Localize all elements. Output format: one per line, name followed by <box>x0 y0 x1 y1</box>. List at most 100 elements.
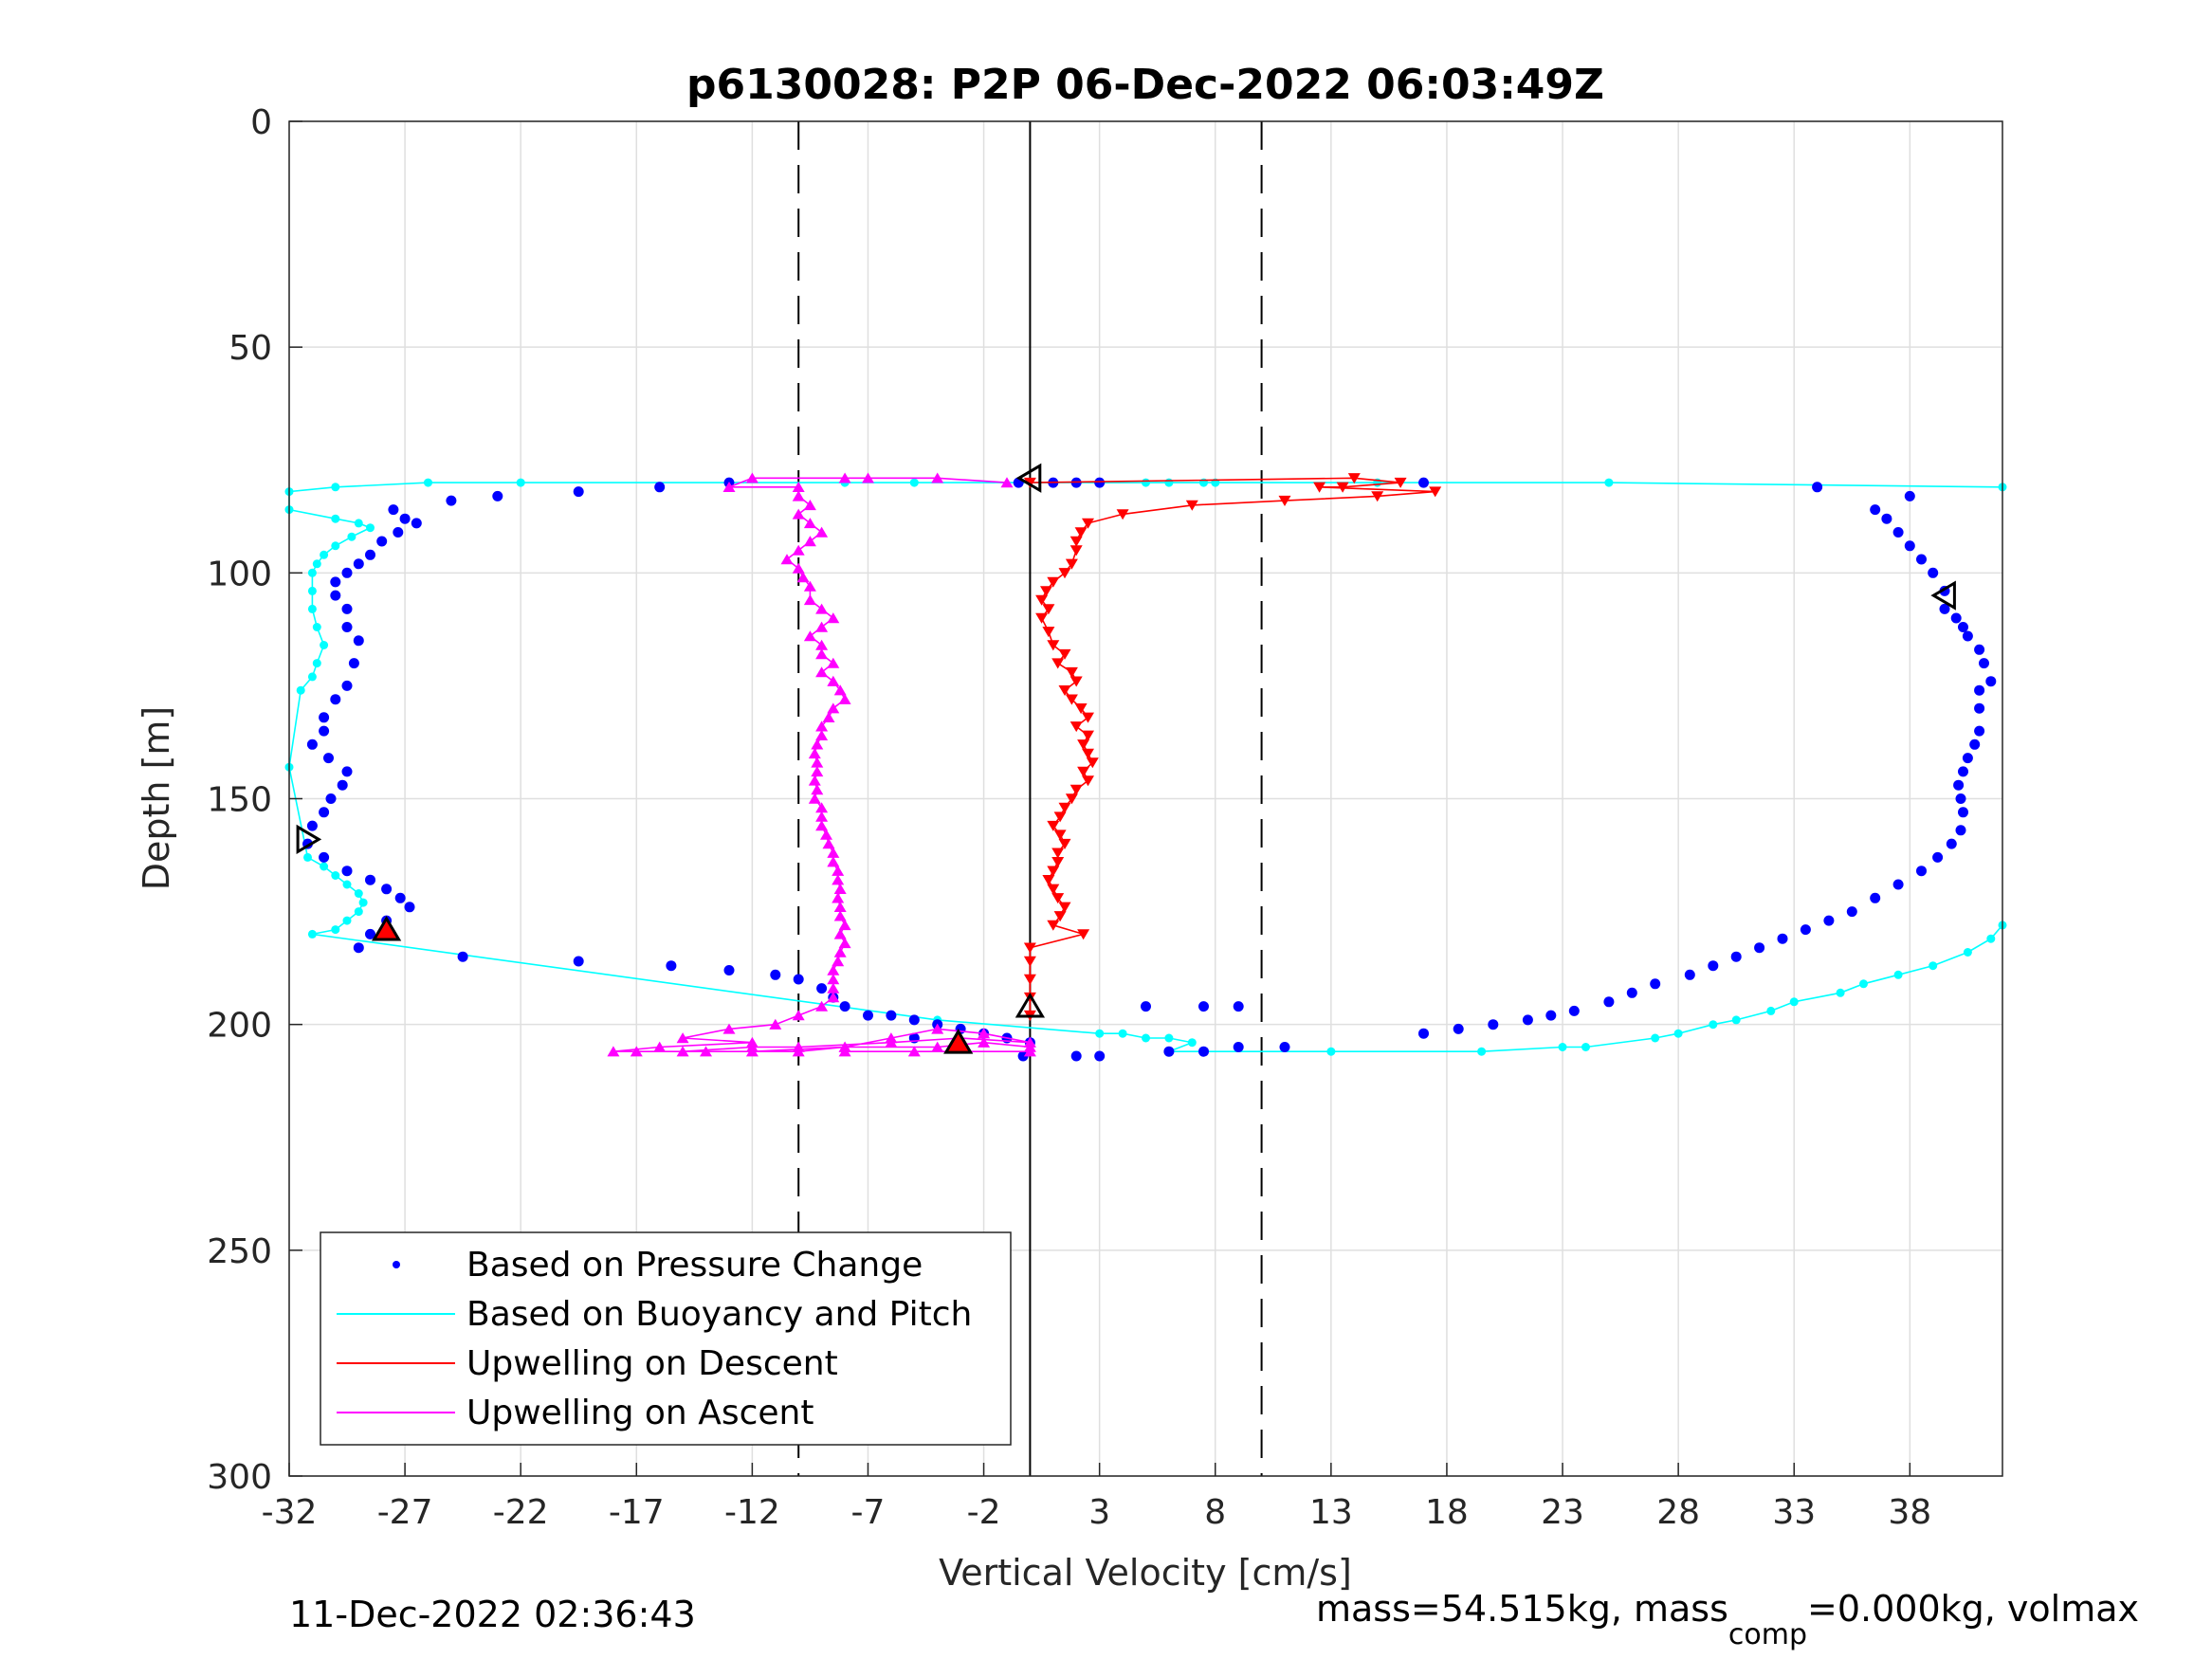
buoyancy-point <box>1789 997 1799 1007</box>
pressure-point <box>1233 1042 1244 1052</box>
buoyancy-point <box>1118 1029 1127 1038</box>
pressure-point <box>404 902 415 913</box>
x-tick-label: 3 <box>1088 1493 1110 1532</box>
footer-mass-sub: comp <box>1728 1618 1807 1651</box>
buoyancy-point <box>424 478 432 487</box>
descent-point <box>1336 482 1349 493</box>
ascent-point <box>931 1023 944 1034</box>
pressure-point <box>886 1010 897 1021</box>
pressure-point <box>376 536 388 547</box>
buoyancy-point <box>1095 1029 1105 1038</box>
pressure-point <box>1950 612 1962 624</box>
pressure-point <box>1974 702 1985 714</box>
pressure-point <box>353 558 364 570</box>
descent-point <box>1069 545 1083 556</box>
buoyancy-point <box>1766 1006 1776 1015</box>
buoyancy-point <box>331 925 340 935</box>
buoyancy-point <box>320 641 329 649</box>
pressure-point <box>666 960 677 972</box>
y-tick-label: 50 <box>229 329 272 368</box>
pressure-point <box>1916 866 1927 877</box>
descent-point <box>1185 500 1198 511</box>
pressure-point <box>1488 1019 1499 1030</box>
pressure-point <box>393 527 404 538</box>
pressure-point <box>446 495 457 506</box>
ascent-point <box>745 472 759 483</box>
pressure-point <box>770 969 781 980</box>
x-tick-label: -2 <box>967 1493 1001 1532</box>
pressure-point <box>723 965 735 975</box>
pressure-point <box>341 567 353 578</box>
buoyancy-point <box>1164 478 1174 487</box>
ascent-point <box>792 562 805 574</box>
ascent-point <box>722 482 736 492</box>
pressure-point <box>1777 933 1788 944</box>
ascent-point <box>832 892 845 903</box>
pressure-point <box>341 622 353 632</box>
pressure-point <box>1198 1046 1209 1057</box>
ascent-point <box>607 1046 620 1057</box>
descent-point <box>1047 884 1060 895</box>
descent-point <box>1042 875 1055 886</box>
pressure-point <box>1070 1050 1082 1062</box>
ascent-point <box>676 1032 689 1044</box>
ascent-point <box>833 883 847 894</box>
ascent-point <box>803 518 816 529</box>
ascent-point <box>811 784 824 795</box>
descent-point <box>1042 627 1055 638</box>
buoyancy-point <box>1164 1033 1174 1043</box>
ascent-point <box>815 621 829 632</box>
legend: Based on Pressure Change Based on Buoyan… <box>320 1231 1012 1446</box>
descent-point <box>1074 527 1088 538</box>
pressure-point <box>1962 630 1973 642</box>
ascent-point <box>803 536 816 547</box>
ascent-point <box>838 1046 851 1057</box>
descent-point <box>1035 612 1049 624</box>
footer-mass-info: mass=54.515kg, masscomp=0.000kg, volmax <box>1316 1588 2139 1651</box>
pressure-point <box>319 807 330 818</box>
buoyancy-point <box>1477 1047 1487 1056</box>
pressure-point <box>1233 1001 1244 1012</box>
buoyancy-point <box>1558 1043 1567 1051</box>
pressure-point <box>1881 513 1892 524</box>
buoyancy-point <box>320 862 329 871</box>
buoyancy-point <box>307 586 317 595</box>
ascent-point <box>838 920 851 931</box>
pressure-point <box>1974 684 1985 696</box>
pressure-point <box>1754 942 1765 954</box>
pressure-point <box>573 486 584 498</box>
pressure-point <box>1418 1028 1429 1039</box>
ascent-point <box>822 838 835 849</box>
y-tick-label: 300 <box>207 1458 272 1497</box>
y-tick-label: 0 <box>250 103 272 142</box>
ascent-point <box>745 1046 759 1057</box>
descent-point <box>1082 730 1094 741</box>
special-markers <box>296 463 1956 1054</box>
pressure-point <box>1568 1005 1580 1016</box>
pressure-point <box>1928 567 1939 578</box>
buoyancy-point <box>307 568 317 577</box>
pressure-point <box>399 513 411 524</box>
descent-point <box>1347 473 1361 484</box>
pressure-point <box>330 590 341 601</box>
descent-point <box>1065 694 1078 705</box>
buoyancy-point <box>1963 948 1972 957</box>
pressure-point <box>1904 540 1915 552</box>
ascent-point <box>630 1046 643 1057</box>
buoyancy-point <box>342 916 352 925</box>
buoyancy-point <box>358 898 368 907</box>
ascent-point <box>700 1046 712 1057</box>
ascent-point <box>827 992 840 1003</box>
ascent-point <box>803 580 816 592</box>
buoyancy-point <box>347 532 356 541</box>
ascent-point <box>815 526 829 538</box>
pressure-point <box>365 928 375 939</box>
ascent-point <box>676 1046 689 1057</box>
ascent-point <box>815 802 829 813</box>
y-tick-label: 100 <box>207 555 272 593</box>
ascent-point <box>1000 477 1014 488</box>
x-tick-label: -22 <box>493 1493 549 1532</box>
ascent-point <box>792 1010 805 1021</box>
buoyancy-point <box>1986 934 1996 943</box>
ascent-point <box>808 748 821 759</box>
